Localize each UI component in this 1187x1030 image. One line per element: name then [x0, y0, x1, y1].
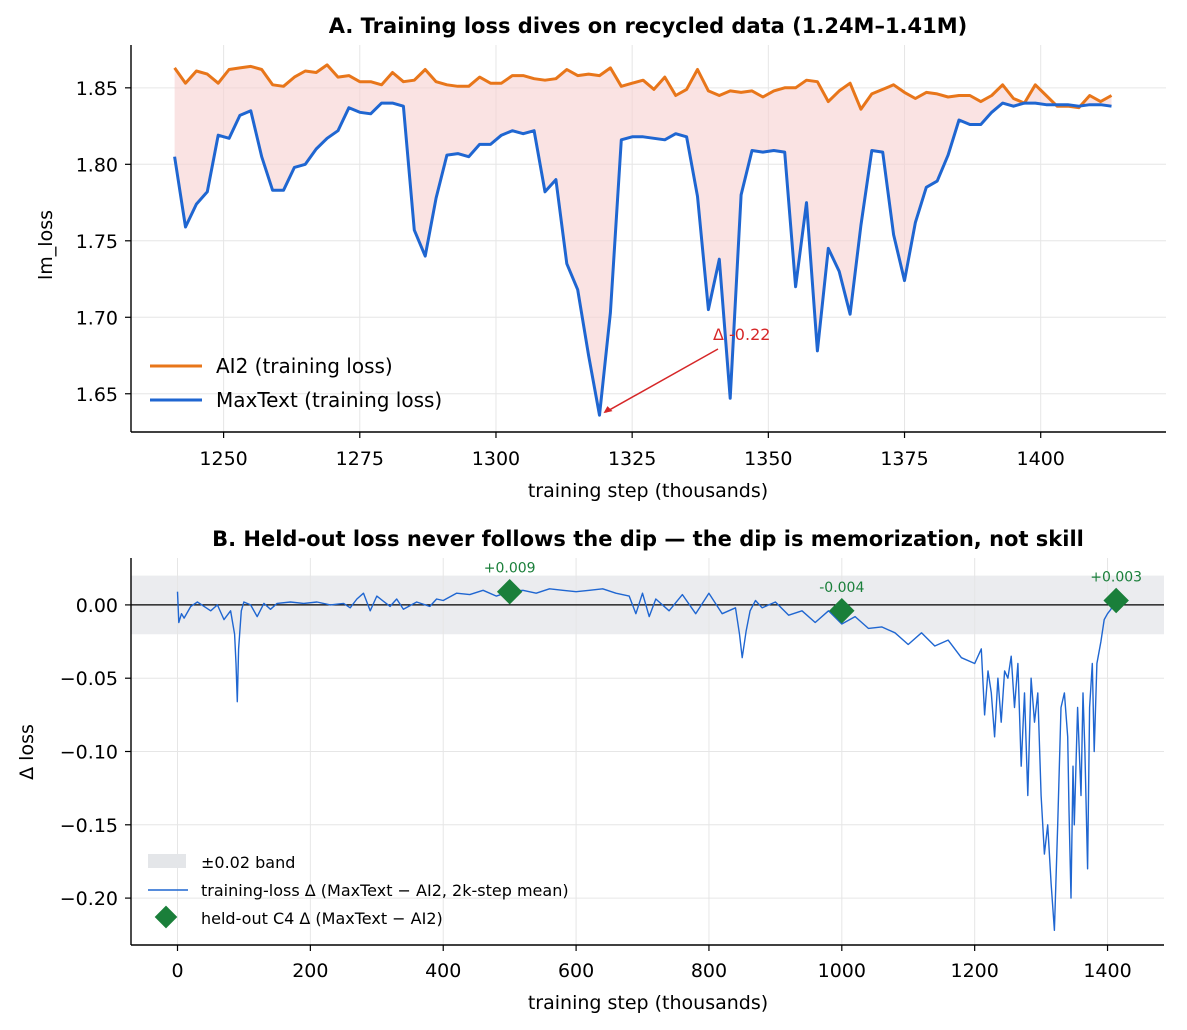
panel-a-annotation: Δ -0.22 [603, 325, 770, 414]
panel-b-xlabel: training step (thousands) [528, 992, 768, 1014]
heldout-label: +0.009 [484, 561, 536, 577]
x-tick-label: 0 [171, 960, 183, 982]
x-tick-label: 1275 [336, 448, 384, 470]
annotation-arrow [605, 348, 719, 413]
y-tick-label: −0.10 [60, 742, 118, 764]
legend-heldout-swatch [154, 905, 178, 929]
y-tick-label: 1.75 [76, 231, 118, 253]
panel-b-title: B. Held-out loss never follows the dip —… [212, 527, 1084, 551]
x-tick-label: 800 [691, 960, 727, 982]
y-tick-label: 0.00 [76, 595, 118, 617]
heldout-label: -0.004 [819, 580, 864, 596]
legend-ai2-label: AI2 (training loss) [216, 354, 393, 378]
panel-a-title: A. Training loss dives on recycled data … [329, 14, 968, 38]
x-tick-label: 1200 [950, 960, 998, 982]
panel-b-ylabel: Δ loss [16, 724, 38, 780]
panel-b-legend: ±0.02 band training-loss Δ (MaxText − AI… [148, 853, 569, 929]
y-tick-label: 1.70 [76, 307, 118, 329]
ai2-line [173, 63, 1113, 111]
y-tick-label: 1.65 [76, 384, 118, 406]
panel-b-ticks: 0 200 400 600 800 1000 1200 1400 0.00 −0.05 −0.10 −… [60, 595, 1132, 982]
legend-band-label: ±0.02 band [201, 853, 295, 872]
x-tick-label: 1400 [1083, 960, 1131, 982]
x-tick-label: 1300 [472, 448, 520, 470]
legend-heldout-label: held-out C4 Δ (MaxText − AI2) [201, 909, 443, 928]
panel-a-lines [173, 63, 1113, 417]
legend-maxtext-label: MaxText (training loss) [216, 388, 442, 412]
x-tick-label: 1325 [608, 448, 656, 470]
y-tick-label: 1.80 [76, 154, 118, 176]
legend-band-swatch [148, 854, 186, 868]
x-tick-label: 1400 [1017, 448, 1065, 470]
legend-delta-label: training-loss Δ (MaxText − AI2, 2k-step … [201, 881, 569, 900]
annotation-arrowhead [603, 406, 613, 414]
x-tick-label: 1350 [744, 448, 792, 470]
panel-a: A. Training loss dives on recycled data … [35, 14, 1166, 502]
panel-a-ylabel: lm_loss [35, 210, 57, 280]
x-tick-label: 600 [558, 960, 594, 982]
y-tick-label: −0.15 [60, 815, 118, 837]
y-tick-label: 1.85 [76, 78, 118, 100]
heldout-label: +0.003 [1090, 570, 1142, 586]
x-tick-label: 1375 [880, 448, 928, 470]
annotation-label: Δ -0.22 [713, 325, 770, 344]
x-tick-label: 1000 [818, 960, 866, 982]
maxtext-line [173, 101, 1112, 417]
x-tick-label: 200 [292, 960, 328, 982]
panel-a-legend: AI2 (training loss) MaxText (training lo… [150, 354, 442, 412]
panel-a-ticks: 1250 1275 1300 1325 1350 1375 1400 1.65 1.70 1.75… [76, 78, 1065, 470]
y-tick-label: −0.20 [60, 888, 118, 910]
training-delta-line [176, 588, 1117, 931]
x-tick-label: 1250 [199, 448, 247, 470]
panel-a-axes [130, 45, 1166, 433]
heldout-marker [829, 598, 855, 624]
panel-b-lines [176, 588, 1117, 931]
heldout-marker [496, 578, 523, 605]
panel-b-grid [131, 558, 1164, 945]
panel-b: B. Held-out loss never follows the dip —… [16, 527, 1164, 1014]
x-tick-label: 400 [425, 960, 461, 982]
panel-a-xlabel: training step (thousands) [528, 480, 768, 502]
y-tick-label: −0.05 [60, 668, 118, 690]
